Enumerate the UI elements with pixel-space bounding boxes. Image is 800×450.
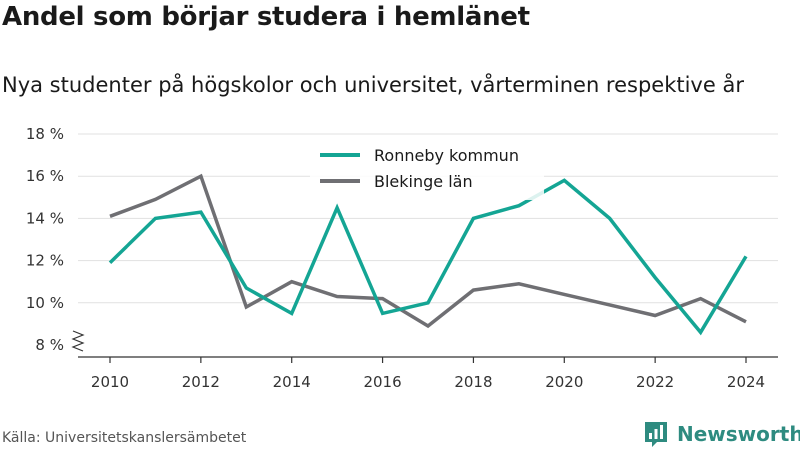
legend-label: Ronneby kommun	[374, 146, 519, 165]
x-tick-label: 2014	[273, 373, 311, 391]
series-line	[109, 173, 747, 329]
x-tick-label: 2022	[636, 373, 674, 391]
y-tick-label: 16 %	[26, 167, 64, 185]
x-tick-label: 2010	[91, 373, 129, 391]
y-tick-label: 14 %	[26, 209, 64, 227]
legend: Ronneby kommun Blekinge län	[310, 142, 544, 200]
newsworthy-logo-icon	[645, 422, 667, 447]
x-tick-label: 2024	[727, 373, 765, 391]
series-lines	[108, 173, 748, 336]
x-axis: 2010 2012 2014 2016 2018 2020 2022 2024	[78, 356, 778, 391]
brand-logo[interactable]: Newsworthy	[643, 419, 800, 449]
y-tick-label: 12 %	[26, 252, 64, 270]
source-note: Källa: Universitetskanslersämbetet	[2, 430, 247, 446]
x-tick-label: 2016	[363, 373, 401, 391]
brand-name: Newsworthy	[677, 422, 800, 446]
legend-label: Blekinge län	[374, 172, 473, 191]
y-tick-label: 10 %	[26, 294, 64, 312]
x-tick-label: 2012	[182, 373, 220, 391]
chart-subtitle: Nya studenter på högskolor och universit…	[2, 73, 744, 97]
legend-background	[310, 142, 544, 200]
x-tick-label: 2018	[454, 373, 492, 391]
x-tick-label: 2020	[545, 373, 583, 391]
y-axis-tick-labels: 8 % 10 % 12 % 14 % 16 % 18 %	[26, 125, 64, 354]
chart-title: Andel som börjar studera i hemlänet	[2, 2, 530, 32]
y-tick-label: 18 %	[26, 125, 64, 143]
y-tick-label: 8 %	[35, 336, 64, 354]
axis-break-marker	[71, 330, 85, 352]
series-line	[108, 178, 748, 336]
